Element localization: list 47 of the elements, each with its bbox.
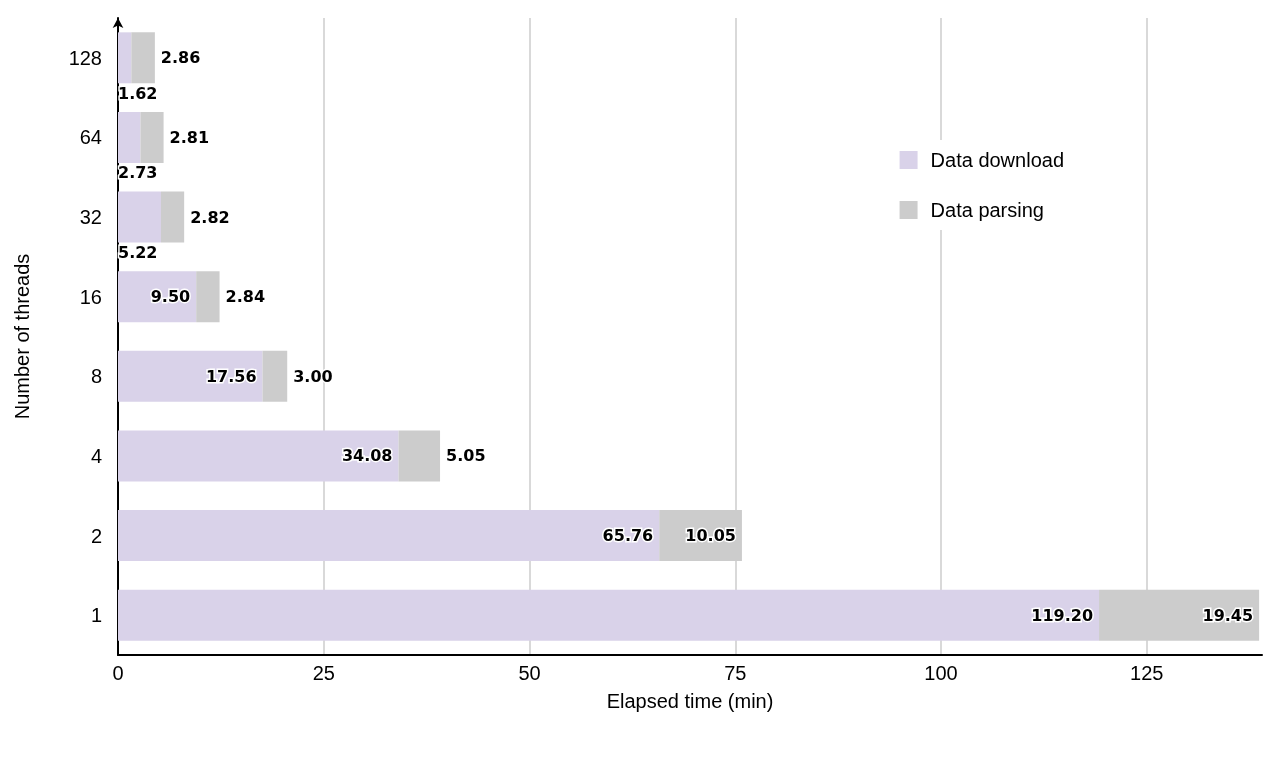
x-axis-title: Elapsed time (min) bbox=[606, 690, 774, 712]
x-tick-label: 75 bbox=[724, 662, 747, 684]
data-label: 9.50 bbox=[150, 287, 191, 307]
x-tick-label: 125 bbox=[1130, 662, 1164, 684]
x-tick-label: 25 bbox=[312, 662, 335, 684]
bar bbox=[118, 111, 141, 163]
data-label: 2.73 bbox=[118, 163, 158, 183]
bar bbox=[118, 589, 1100, 641]
data-label: 34.08 bbox=[341, 446, 393, 466]
data-label: 19.45 bbox=[1202, 605, 1254, 625]
data-label: 65.76 bbox=[602, 526, 654, 546]
y-tick-label: 8 bbox=[90, 365, 102, 388]
bar bbox=[398, 430, 441, 482]
data-label: 5.05 bbox=[446, 446, 486, 466]
bar bbox=[262, 350, 288, 402]
x-tick-label: 0 bbox=[112, 662, 124, 684]
data-label: 1.62 bbox=[118, 83, 158, 103]
y-tick-label: 4 bbox=[90, 444, 102, 467]
data-label: 2.82 bbox=[190, 207, 230, 227]
data-label: 3.00 bbox=[293, 366, 333, 386]
data-label: 2.81 bbox=[169, 127, 210, 147]
data-label: 119.20 bbox=[1031, 605, 1094, 625]
bar bbox=[140, 111, 164, 163]
y-tick-label: 1 bbox=[90, 604, 102, 627]
y-axis-title: Number of threads bbox=[11, 253, 33, 420]
data-label: 2.86 bbox=[160, 48, 201, 68]
data-label: 5.22 bbox=[118, 243, 158, 263]
bar bbox=[118, 510, 660, 562]
bar bbox=[118, 350, 263, 402]
legend-label: Data download bbox=[930, 149, 1065, 171]
bar bbox=[160, 191, 185, 243]
data-label: 17.56 bbox=[205, 366, 257, 386]
y-tick-label: 64 bbox=[79, 126, 102, 149]
y-tick-label: 16 bbox=[79, 285, 102, 308]
bar bbox=[196, 271, 220, 323]
data-label: 2.84 bbox=[225, 287, 266, 307]
bar bbox=[118, 191, 161, 243]
x-tick-label: 50 bbox=[518, 662, 541, 684]
data-label: 10.05 bbox=[685, 526, 736, 546]
legend-label: Data parsing bbox=[930, 199, 1044, 221]
y-tick-label: 128 bbox=[68, 46, 102, 69]
bar bbox=[131, 32, 155, 84]
bar bbox=[118, 32, 132, 84]
x-tick-label: 100 bbox=[924, 662, 958, 684]
bar bbox=[118, 430, 399, 482]
y-tick-label: 2 bbox=[90, 524, 102, 547]
y-tick-label: 32 bbox=[79, 206, 102, 229]
